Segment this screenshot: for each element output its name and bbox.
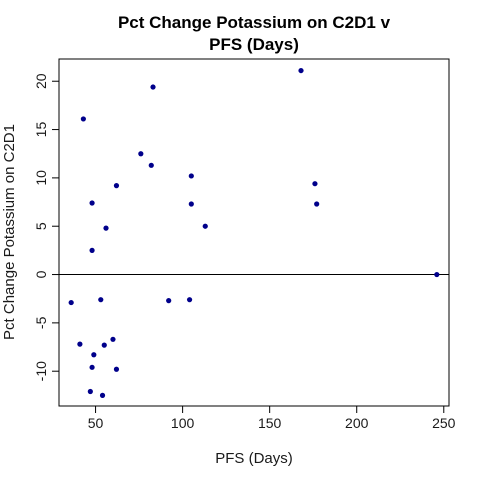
data-point [312, 181, 318, 187]
y-tick-label: 20 [33, 73, 49, 89]
data-point [68, 299, 74, 306]
data-point [188, 201, 194, 207]
data-point [110, 336, 116, 342]
x-axis-label: PFS (Days) [215, 450, 293, 467]
data-point [113, 366, 120, 372]
data-point [91, 352, 97, 358]
data-point [103, 225, 109, 231]
y-tick-label: -10 [33, 361, 49, 381]
data-points [68, 67, 440, 398]
plot-frame [58, 58, 450, 407]
data-point [101, 342, 107, 348]
data-point [89, 200, 95, 206]
data-point [202, 223, 208, 229]
data-point [298, 67, 304, 74]
y-tick-label: 15 [33, 122, 49, 138]
data-point [89, 364, 95, 370]
data-point [89, 247, 95, 253]
chart-title-line-2: PFS (Days) [209, 35, 299, 54]
data-point [98, 297, 104, 303]
chart-title-line-1: Pct Change Potassium on C2D1 v [118, 13, 391, 32]
x-tick-label: 100 [171, 415, 195, 431]
x-tick-label: 250 [432, 415, 456, 431]
data-point [138, 151, 144, 157]
y-axis: -10 -5 0 5 10 15 20 [33, 73, 59, 381]
x-tick-label: 50 [88, 415, 104, 431]
y-axis-label: Pct Change Potassium on C2D1 [1, 124, 18, 340]
x-axis: 50 100 150 200 250 [88, 406, 456, 431]
x-tick-label: 200 [345, 415, 369, 431]
data-point [148, 162, 154, 168]
data-point [434, 271, 440, 278]
y-tick-label: 0 [33, 270, 49, 278]
data-point [99, 392, 106, 398]
data-point [150, 84, 156, 90]
data-point [113, 183, 120, 189]
data-point [188, 173, 194, 179]
data-point [186, 297, 193, 303]
data-point [77, 341, 83, 347]
data-point [80, 116, 86, 122]
y-tick-label: -5 [33, 316, 49, 329]
data-point [166, 298, 172, 304]
x-tick-label: 150 [258, 415, 282, 431]
y-tick-label: 10 [33, 170, 49, 186]
data-point [314, 201, 320, 207]
y-tick-label: 5 [33, 222, 49, 230]
data-point [87, 388, 93, 395]
